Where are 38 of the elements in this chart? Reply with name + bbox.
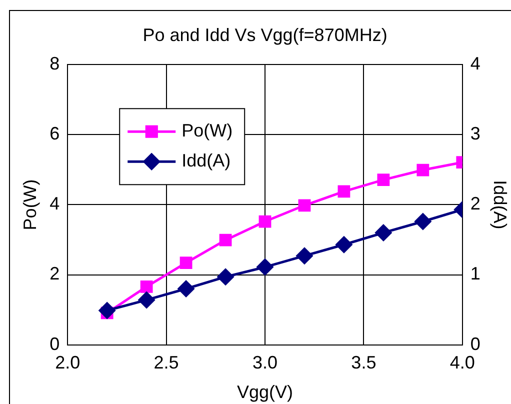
point [219, 234, 232, 246]
y2-tick-label: 4 [470, 54, 480, 74]
y2-tick-label: 1 [470, 264, 480, 284]
y-tick-label: 4 [50, 194, 60, 214]
x-tick-label: 3.5 [351, 352, 376, 373]
x-tick-label: 2.0 [55, 352, 80, 373]
point [375, 224, 392, 241]
y2-tick-label: 2 [470, 194, 480, 214]
point [180, 256, 192, 270]
legend-label: Po(W) [182, 120, 233, 141]
y2-tick-label: 0 [470, 334, 480, 354]
point [138, 292, 155, 308]
point [414, 213, 432, 230]
point [298, 199, 311, 212]
y-tick-label: 6 [50, 124, 60, 144]
y-tick-label: 8 [50, 54, 60, 74]
point [217, 268, 234, 286]
y-tick-label: 0 [50, 334, 60, 354]
point [178, 280, 194, 298]
point [98, 302, 116, 319]
y2-tick-label: 3 [470, 124, 480, 144]
legend-label: Idd(A) [182, 150, 231, 171]
x-axis-title: Vgg(V) [236, 382, 294, 402]
chart-title: Po and Idd Vs Vgg(f=870MHz) [142, 24, 388, 45]
point [338, 185, 350, 198]
x-tick-label: 4.0 [450, 352, 475, 373]
point [140, 280, 153, 293]
y2-axis-title: Idd(A) [490, 180, 510, 230]
point [296, 248, 313, 264]
y-axis-title: Po(W) [20, 179, 40, 230]
point [416, 164, 430, 176]
point [377, 174, 390, 186]
x-tick-label: 2.5 [154, 352, 179, 373]
point [258, 215, 272, 228]
point [336, 236, 352, 253]
x-tick-label: 3.0 [252, 352, 278, 373]
point [256, 258, 274, 276]
y-tick-label: 2 [50, 264, 60, 284]
